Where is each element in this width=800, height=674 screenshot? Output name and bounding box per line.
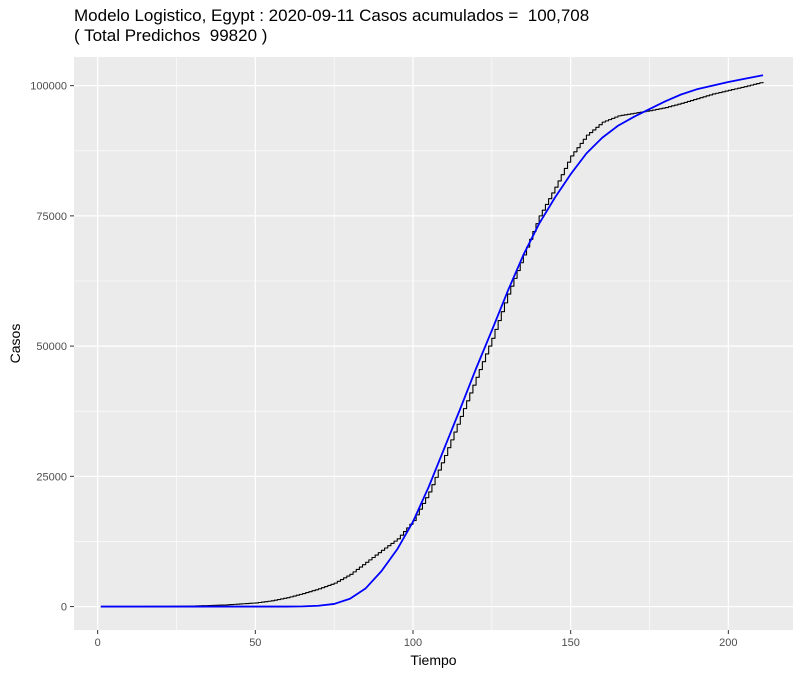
x-tick-label: 0 (95, 637, 101, 649)
observed-cases-step-line (100, 81, 764, 608)
y-tick-label: 50000 (36, 341, 67, 353)
y-tick-label: 75000 (36, 211, 67, 223)
x-axis-title: Tiempo (410, 652, 456, 668)
x-tick-label: 150 (561, 637, 579, 649)
y-tick-label: 0 (61, 602, 67, 614)
y-tick-label: 100000 (30, 81, 67, 93)
plot-panel (74, 57, 793, 630)
y-axis-title: Casos (7, 324, 23, 364)
x-axis: 0 50 100 150 200 (95, 630, 738, 649)
x-tick-label: 200 (719, 637, 737, 649)
x-tick-label: 50 (249, 637, 261, 649)
chart-title: Modelo Logistico, Egypt : 2020-09-11 Cas… (74, 6, 590, 25)
series-layer (100, 74, 764, 608)
y-axis: 0 25000 50000 75000 100000 (30, 81, 74, 614)
minor-gridlines (74, 57, 793, 630)
y-tick-label: 25000 (36, 471, 67, 483)
x-tick-label: 100 (404, 637, 422, 649)
chart-subtitle: ( Total Predichos 99820 ) (74, 26, 268, 45)
logistic-fit-line (100, 74, 764, 608)
